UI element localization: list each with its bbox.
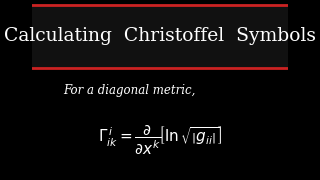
- Text: $\Gamma^{\,i}_{ik} = \dfrac{\partial}{\partial x^{k}}\!\left[\ln\sqrt{\left|g_{i: $\Gamma^{\,i}_{ik} = \dfrac{\partial}{\p…: [98, 124, 222, 157]
- FancyBboxPatch shape: [32, 4, 288, 68]
- Text: Calculating  Christoffel  Symbols: Calculating Christoffel Symbols: [4, 27, 316, 45]
- Text: For a diagonal metric,: For a diagonal metric,: [63, 84, 196, 96]
